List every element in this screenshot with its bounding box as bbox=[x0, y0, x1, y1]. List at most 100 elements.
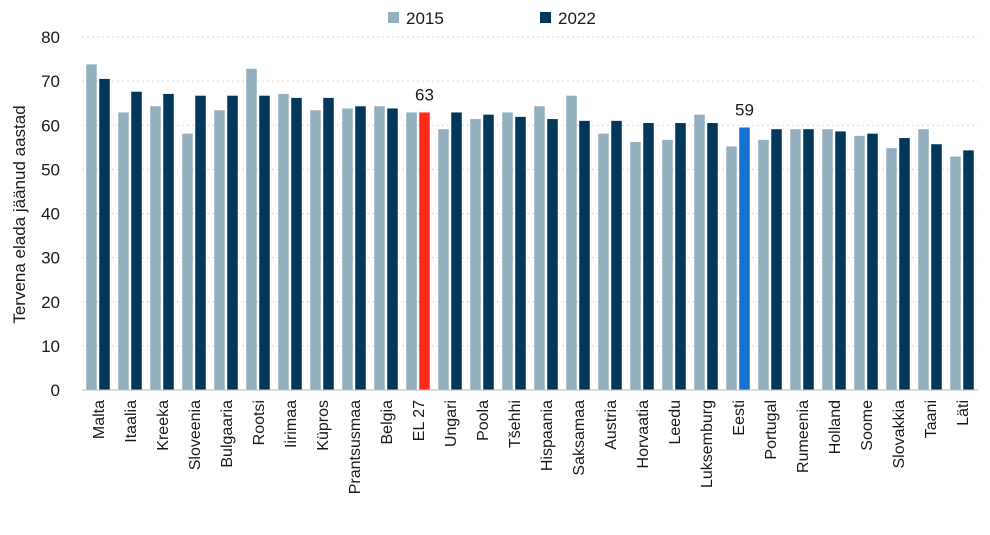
x-tick-label: Hispaania bbox=[539, 400, 556, 471]
bar-2015-itaalia bbox=[118, 112, 129, 391]
bar-group bbox=[630, 123, 654, 390]
x-tick-label: Slovakkia bbox=[891, 400, 908, 469]
data-labels: 63 59 bbox=[415, 85, 754, 119]
x-tick-label: Holland bbox=[827, 400, 844, 454]
legend-swatch bbox=[540, 12, 551, 23]
bar-2022-horvaatia bbox=[643, 123, 654, 390]
bar-2015-rumeenia bbox=[790, 129, 801, 390]
x-tick-label: EL 27 bbox=[411, 400, 428, 441]
bar-2015-belgia bbox=[374, 106, 385, 391]
y-tick-label: 0 bbox=[51, 381, 60, 400]
bar-2015-küpros bbox=[310, 110, 321, 390]
bar-group bbox=[374, 106, 398, 391]
bar-2022-kreeka bbox=[163, 93, 174, 390]
bar-2022-läti bbox=[963, 150, 974, 390]
y-tick-label: 80 bbox=[41, 28, 60, 47]
bar-2015-sloveenia bbox=[182, 133, 193, 391]
x-axis-labels: Malta Itaalia Kreeka Sloveenia Bulgaaria Root… bbox=[91, 400, 972, 494]
bar-2015-soome bbox=[854, 135, 865, 390]
bar-2022-soome bbox=[867, 133, 878, 391]
bar-2015-poola bbox=[470, 119, 481, 390]
y-axis-ticks: 0 10 20 30 40 50 60 70 80 bbox=[41, 28, 60, 400]
bar-group bbox=[502, 112, 526, 391]
bar-2015-kreeka bbox=[150, 106, 161, 391]
bar-2022-holland bbox=[835, 131, 846, 391]
data-label: 59 bbox=[735, 100, 754, 119]
bar-group bbox=[598, 120, 622, 391]
x-tick-label: Leedu bbox=[667, 400, 684, 445]
x-tick-label: Taani bbox=[923, 400, 940, 438]
bar-group bbox=[150, 93, 174, 391]
bar-2015-luksemburg bbox=[694, 114, 705, 390]
bar-2022-el-27 bbox=[419, 112, 430, 391]
bar-2022-portugal bbox=[771, 129, 782, 390]
x-tick-label: Horvaatia bbox=[635, 400, 652, 469]
x-tick-label: Iirimaa bbox=[283, 400, 300, 448]
bar-2022-leedu bbox=[675, 123, 686, 390]
legend-item: 2022 bbox=[540, 9, 596, 28]
x-tick-label: Ungari bbox=[443, 400, 460, 447]
bar-group bbox=[822, 129, 846, 391]
bar-group bbox=[438, 112, 462, 391]
bar-2015-ungari bbox=[438, 129, 449, 390]
bar-group bbox=[534, 106, 558, 391]
x-tick-label: Eesti bbox=[731, 400, 748, 436]
bar-2015-tšehhi bbox=[502, 112, 513, 391]
bar-2015-hispaania bbox=[534, 106, 545, 391]
bar-2022-luksemburg bbox=[707, 123, 718, 390]
y-tick-label: 60 bbox=[41, 116, 60, 135]
bar-group bbox=[854, 133, 878, 391]
x-tick-label: Malta bbox=[91, 400, 108, 439]
y-tick-label: 70 bbox=[41, 72, 60, 91]
bars bbox=[86, 64, 974, 391]
bar-2022-itaalia bbox=[131, 91, 142, 390]
bar-2015-el-27 bbox=[406, 112, 417, 391]
bar-2015-holland bbox=[822, 129, 833, 390]
bar-group bbox=[726, 127, 750, 391]
bar-group bbox=[342, 106, 366, 391]
legend-label: 2015 bbox=[406, 9, 444, 28]
bar-2015-saksamaa bbox=[566, 95, 577, 390]
bar-2015-horvaatia bbox=[630, 142, 641, 390]
bar-group bbox=[758, 129, 782, 390]
y-tick-label: 20 bbox=[41, 293, 60, 312]
bar-2022-saksamaa bbox=[579, 120, 590, 391]
bar-2022-rootsi bbox=[259, 95, 270, 390]
legend-swatch bbox=[388, 12, 399, 23]
bar-group bbox=[470, 114, 494, 390]
bar-2022-malta bbox=[99, 78, 110, 390]
bar-group bbox=[886, 138, 910, 390]
bar-2022-austria bbox=[611, 120, 622, 391]
bar-2022-belgia bbox=[387, 108, 398, 391]
x-tick-label: Kreeka bbox=[155, 400, 172, 451]
bar-2015-läti bbox=[950, 156, 961, 390]
bar-group bbox=[246, 68, 270, 391]
x-tick-label: Rootsi bbox=[251, 400, 268, 445]
x-tick-label: Prantsusmaa bbox=[347, 400, 364, 494]
y-tick-label: 40 bbox=[41, 205, 60, 224]
bar-group bbox=[118, 91, 142, 391]
bar-group bbox=[790, 129, 814, 390]
bar-2022-ungari bbox=[451, 112, 462, 391]
bar-2022-tšehhi bbox=[515, 116, 526, 391]
data-label: 63 bbox=[415, 85, 434, 104]
x-tick-label: Küpros bbox=[315, 400, 332, 451]
legend-item: 2015 bbox=[388, 9, 444, 28]
x-tick-label: Poola bbox=[475, 400, 492, 441]
bar-2022-bulgaaria bbox=[227, 95, 238, 390]
bar-2022-iirimaa bbox=[291, 97, 302, 390]
bar-2015-taani bbox=[918, 129, 929, 390]
bar-group bbox=[86, 64, 110, 391]
bar-group bbox=[310, 97, 334, 390]
bar-2015-rootsi bbox=[246, 68, 257, 391]
bar-2022-küpros bbox=[323, 97, 334, 390]
x-tick-label: Rumeenia bbox=[795, 400, 812, 473]
bar-2015-leedu bbox=[662, 139, 673, 390]
bar-group bbox=[950, 150, 974, 390]
x-tick-label: Belgia bbox=[379, 400, 396, 445]
bar-2022-prantsusmaa bbox=[355, 106, 366, 391]
bar-group bbox=[406, 112, 430, 391]
bar-2015-bulgaaria bbox=[214, 110, 225, 390]
bar-group bbox=[918, 129, 942, 390]
